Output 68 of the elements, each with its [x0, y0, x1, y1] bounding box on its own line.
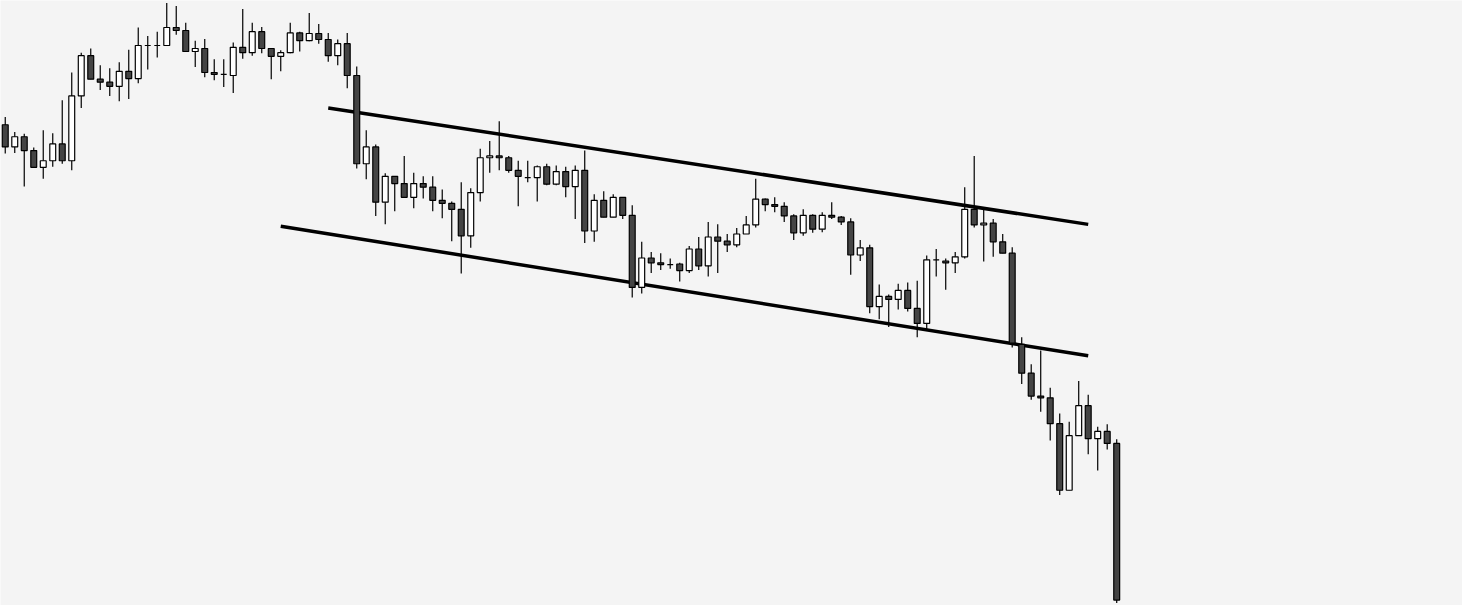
- candlestick: [514, 160, 522, 207]
- candlestick: [1103, 423, 1111, 451]
- candlestick: [11, 131, 19, 154]
- candlestick: [486, 140, 494, 174]
- candlestick: [210, 58, 218, 81]
- candlestick: [239, 8, 247, 60]
- candlestick: [258, 26, 266, 54]
- candlestick: [562, 166, 570, 198]
- candlestick: [305, 12, 313, 42]
- candlestick: [362, 129, 370, 180]
- candlestick: [334, 38, 342, 66]
- candlestick: [913, 280, 921, 338]
- candlestick: [600, 190, 608, 218]
- candlestick: [999, 233, 1007, 254]
- candlestick: [400, 155, 408, 198]
- candlestick: [742, 215, 750, 235]
- candlestick: [106, 67, 114, 97]
- candlestick: [790, 213, 798, 241]
- candlestick: [533, 164, 541, 203]
- candlestick: [989, 218, 997, 258]
- candlestick: [571, 164, 579, 220]
- candlestick: [277, 49, 285, 72]
- candlestick: [39, 129, 47, 180]
- candlestick: [885, 294, 893, 328]
- candlestick: [818, 211, 826, 233]
- candlestick: [1027, 363, 1035, 401]
- candlestick: [87, 47, 95, 80]
- candlestick: [951, 251, 959, 274]
- candlestick: [419, 175, 427, 200]
- candlestick: [942, 257, 950, 291]
- candlestick: [904, 281, 912, 312]
- candlestick: [172, 5, 180, 36]
- candlestick: [30, 146, 38, 168]
- candlestick: [714, 223, 722, 274]
- candlestick: [182, 22, 190, 53]
- candlestick: [619, 196, 627, 220]
- candlestick: [115, 61, 123, 102]
- candlestick: [647, 251, 655, 274]
- candlestick: [286, 22, 294, 54]
- candlestick: [438, 188, 446, 219]
- candlestick: [391, 175, 399, 212]
- candlestick: [799, 208, 807, 237]
- candlestick: [49, 132, 57, 168]
- candlestick: [1094, 426, 1102, 472]
- candlestick: [96, 64, 104, 91]
- candlestick: [695, 236, 703, 271]
- candlestick: [410, 172, 418, 209]
- candlestick: [267, 47, 275, 80]
- candlestick: [733, 227, 741, 248]
- candlestick: [125, 49, 133, 100]
- candlestick: [315, 23, 323, 45]
- candlestick: [448, 200, 456, 242]
- candlestick: [856, 239, 864, 262]
- candlestick: [324, 32, 332, 63]
- candlestick: [58, 99, 66, 165]
- candlestick: [191, 40, 199, 68]
- candlestick: [609, 193, 617, 218]
- candlestick: [894, 283, 902, 311]
- candlestick: [429, 175, 437, 212]
- candlestick: [1, 116, 9, 155]
- candlestick: [20, 133, 28, 188]
- candlestick: [495, 120, 503, 171]
- candlestick: [875, 283, 883, 320]
- candlestick: [201, 38, 209, 78]
- candlestick: [685, 245, 693, 274]
- candlestick: [809, 213, 817, 234]
- candlestick: [780, 201, 788, 223]
- candlestick: [248, 22, 256, 57]
